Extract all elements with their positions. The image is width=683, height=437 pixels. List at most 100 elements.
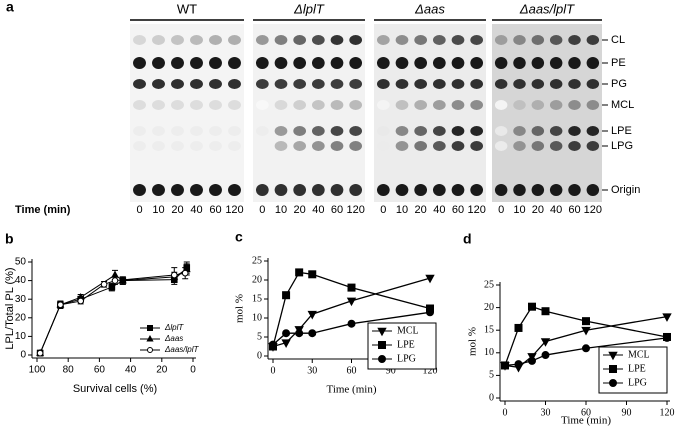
tlc-spot: [494, 126, 508, 136]
marker: [346, 297, 357, 307]
marker: [170, 271, 178, 279]
spot-label: LPE: [611, 125, 632, 137]
y-axis-label: mol %: [234, 294, 246, 323]
tlc-spot: [171, 79, 184, 89]
marker: [281, 339, 291, 348]
tlc-spot: [228, 184, 241, 196]
x-axis-label: Time (min): [326, 384, 376, 396]
x-tick-label: 90: [622, 407, 632, 418]
time-label: 60: [452, 204, 464, 216]
spot-label: CL: [611, 34, 625, 46]
tlc-spot: [376, 126, 390, 136]
marker: [181, 269, 189, 277]
tlc-spot: [311, 141, 325, 151]
time-label: 120: [467, 204, 485, 216]
tlc-spot: [330, 100, 344, 110]
tlc-spot: [209, 141, 222, 151]
tlc-spot: [228, 57, 241, 69]
tlc-spot: [171, 100, 184, 110]
tlc-spot: [209, 100, 222, 110]
marker: [108, 283, 116, 291]
marker: [147, 325, 153, 331]
tlc-spot: [513, 100, 526, 110]
tlc-spot: [376, 141, 390, 151]
tlc-spot: [432, 126, 446, 136]
tlc-spot: [568, 100, 581, 110]
y-tick-label: 25: [252, 255, 262, 266]
tlc-spot: [586, 35, 600, 45]
marker: [662, 313, 672, 322]
y-axis-label: mol %: [467, 327, 479, 356]
time-label: 40: [433, 204, 445, 216]
tlc-spot: [349, 126, 363, 136]
time-label: 10: [275, 204, 287, 216]
tlc-spot: [494, 141, 508, 151]
y-tick-label: 10: [15, 331, 27, 342]
tlc-spot: [349, 141, 363, 151]
marker: [541, 307, 550, 316]
time-label: 10: [152, 204, 164, 216]
y-tick-label: 10: [252, 312, 262, 323]
tlc-spot: [432, 184, 446, 196]
tlc-spot: [549, 126, 563, 136]
tlc-plate: [253, 24, 365, 202]
marker: [514, 360, 523, 369]
marker: [377, 327, 387, 337]
marker: [425, 274, 435, 284]
x-tick-label: 30: [541, 407, 551, 418]
time-label: 0: [498, 204, 504, 216]
tlc-plate: [374, 24, 486, 202]
marker: [308, 270, 317, 279]
y-tick-label: 0: [20, 350, 26, 361]
tlc-spot: [133, 126, 146, 136]
tlc-spot: [451, 184, 465, 196]
marker: [378, 341, 386, 349]
tlc-spot: [228, 126, 241, 136]
tlc-spot: [330, 126, 344, 136]
legend-label: Δaas: [164, 334, 183, 343]
tlc-spot: [432, 57, 446, 69]
tlc-spot: [209, 35, 222, 45]
marker: [528, 302, 536, 311]
tlc-spot: [209, 126, 222, 136]
marker: [295, 329, 304, 338]
y-tick-label: 10: [484, 347, 494, 358]
tlc-spot: [349, 100, 363, 110]
tlc-spot: [568, 126, 581, 136]
tlc-spot: [470, 100, 484, 110]
tlc-spot: [414, 141, 428, 151]
marker: [100, 281, 108, 288]
tlc-spot: [432, 35, 446, 45]
x-tick-label: 60: [347, 365, 357, 376]
tlc-spot: [349, 184, 363, 196]
tlc-spot: [395, 126, 409, 136]
x-tick-label: 0: [190, 365, 196, 376]
tlc-spot: [330, 57, 344, 69]
tlc-spot: [209, 79, 222, 89]
tlc-spot: [494, 184, 508, 196]
x-tick-label: 60: [581, 407, 591, 418]
tlc-spot: [330, 141, 344, 151]
time-label: 40: [550, 204, 562, 216]
y-tick-label: 0: [257, 350, 262, 361]
tlc-spot: [255, 100, 269, 110]
tlc-spot: [376, 79, 390, 89]
time-label: 120: [346, 204, 364, 216]
time-label: 120: [225, 204, 243, 216]
marker: [347, 319, 356, 328]
tlc-spot: [274, 79, 288, 89]
tlc-spot: [549, 79, 563, 89]
tlc-spot: [376, 100, 390, 110]
marker: [307, 310, 317, 320]
time-label: 0: [136, 204, 142, 216]
marker: [608, 351, 618, 361]
tlc-spot: [311, 79, 325, 89]
x-tick-label: 80: [63, 365, 75, 376]
tlc-spot: [293, 35, 307, 45]
marker: [282, 329, 291, 338]
x-tick-label: 120: [423, 365, 438, 376]
tlc-plate: [492, 24, 602, 202]
tlc-spot: [255, 35, 269, 45]
tlc-spot: [209, 184, 222, 196]
tlc-spot: [494, 57, 508, 69]
